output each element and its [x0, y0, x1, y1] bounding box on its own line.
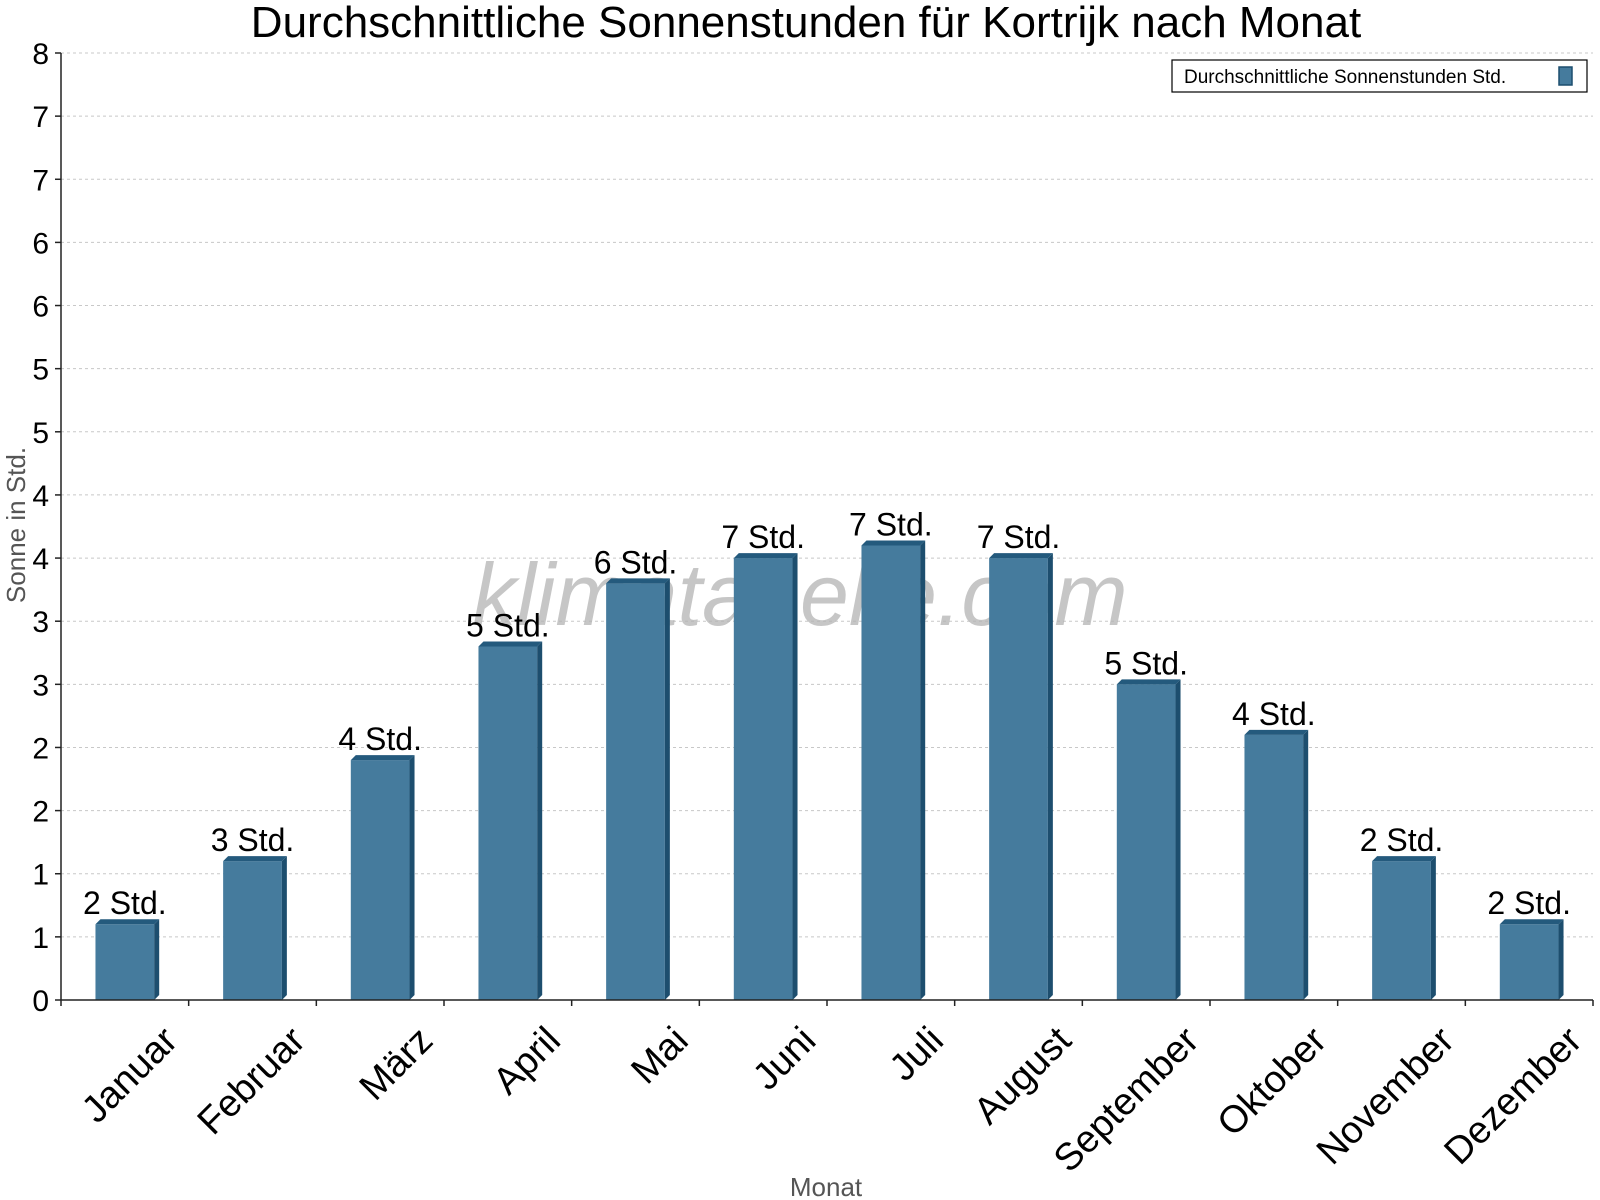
legend-swatch	[1558, 66, 1573, 86]
bar-top	[1499, 919, 1564, 925]
bar	[350, 760, 410, 1000]
y-tick-label: 4	[32, 480, 49, 513]
x-tick-label: Juni	[745, 1019, 824, 1098]
y-tick-label: 6	[32, 227, 49, 260]
bar-side	[1175, 679, 1181, 1000]
gridlines	[61, 52, 1593, 938]
x-tick-label: Mai	[624, 1019, 697, 1092]
y-tick-label: 6	[32, 291, 49, 324]
y-tick-label: 7	[32, 164, 49, 197]
bar-side	[537, 641, 543, 1000]
bar-side	[664, 578, 670, 1000]
bar-top	[989, 553, 1053, 559]
bar-top	[1116, 679, 1181, 685]
bar-top	[95, 919, 160, 925]
bar	[478, 646, 538, 1000]
y-tick-label: 0	[32, 985, 49, 1018]
bar-top	[223, 856, 287, 862]
bar-top	[606, 578, 670, 584]
bar	[733, 558, 793, 1000]
data-labels: 2 Std. 3 Std. 4 Std. 5 Std. 6 Std. 7 Std. 7 St…	[83, 506, 1571, 921]
bar-top	[733, 553, 798, 559]
y-tick-label: 3	[32, 669, 49, 702]
bar	[223, 861, 282, 1000]
bar-side	[409, 755, 415, 1000]
y-tick-label: 5	[32, 354, 49, 387]
data-label: 4 Std.	[338, 721, 422, 757]
bar-top	[478, 641, 543, 647]
data-label: 5 Std.	[466, 607, 550, 643]
bar-side	[920, 540, 926, 1000]
bar	[606, 583, 665, 1000]
y-tick-label: 7	[32, 101, 49, 134]
x-tick-label: August	[966, 1019, 1080, 1133]
bar-side	[154, 919, 160, 1000]
bar	[1499, 924, 1559, 1000]
data-label: 7 Std.	[849, 506, 933, 542]
y-tick-label: 4	[32, 543, 49, 576]
x-tick-label: Dezember	[1437, 1019, 1591, 1173]
data-label: 4 Std.	[1232, 696, 1316, 732]
data-label: 2 Std.	[1360, 822, 1444, 858]
y-tick-label: 1	[32, 859, 49, 892]
data-label: 6 Std.	[594, 544, 678, 580]
bar	[1372, 861, 1431, 1000]
x-tick-label: November	[1309, 1019, 1463, 1173]
y-tick-label: 5	[32, 417, 49, 450]
legend-box	[1171, 59, 1588, 93]
bar	[989, 558, 1048, 1000]
data-label: 5 Std.	[1104, 645, 1188, 681]
y-axis-title: Sonne in Std.	[1, 447, 31, 603]
bar	[861, 545, 921, 1000]
bar-side	[1047, 553, 1053, 1000]
bar	[95, 924, 155, 1000]
bar-top	[1244, 729, 1309, 735]
data-label: 7 Std.	[977, 519, 1061, 555]
x-tick-label: Februar	[190, 1019, 314, 1143]
data-label: 3 Std.	[211, 822, 295, 858]
bar-top	[1372, 856, 1436, 862]
y-tick-label: 3	[32, 606, 49, 639]
y-tick-label: 2	[32, 732, 49, 765]
bar	[1116, 684, 1176, 1000]
legend-label: Durchschnittliche Sonnenstunden Std.	[1184, 67, 1506, 88]
data-label: 7 Std.	[721, 519, 805, 555]
bar-side	[1303, 729, 1309, 1000]
x-tick-label: März	[352, 1019, 441, 1108]
legend: Durchschnittliche Sonnenstunden Std.	[1171, 59, 1588, 93]
bar-side	[281, 856, 287, 1000]
bars	[95, 540, 1564, 1000]
x-tick-label: Januar	[74, 1019, 186, 1131]
y-tick-label: 8	[32, 38, 49, 71]
chart-title: Durchschnittliche Sonnenstunden für Kort…	[251, 0, 1361, 47]
bar-side	[792, 553, 798, 1000]
bar-side	[1558, 919, 1564, 1000]
y-tick-label: 2	[32, 796, 49, 829]
y-tick-label: 1	[32, 922, 49, 955]
bar	[1244, 734, 1304, 1000]
x-tick-label: April	[485, 1019, 568, 1102]
x-axis-title: Monat	[790, 1172, 863, 1200]
x-tick-label: Oktober	[1210, 1019, 1336, 1145]
bar-top	[350, 755, 415, 761]
data-label: 2 Std.	[1487, 885, 1571, 921]
data-label: 2 Std.	[83, 885, 167, 921]
bar-top	[861, 540, 926, 546]
x-tick-label: Juli	[882, 1019, 952, 1089]
bar-side	[1430, 856, 1436, 1000]
